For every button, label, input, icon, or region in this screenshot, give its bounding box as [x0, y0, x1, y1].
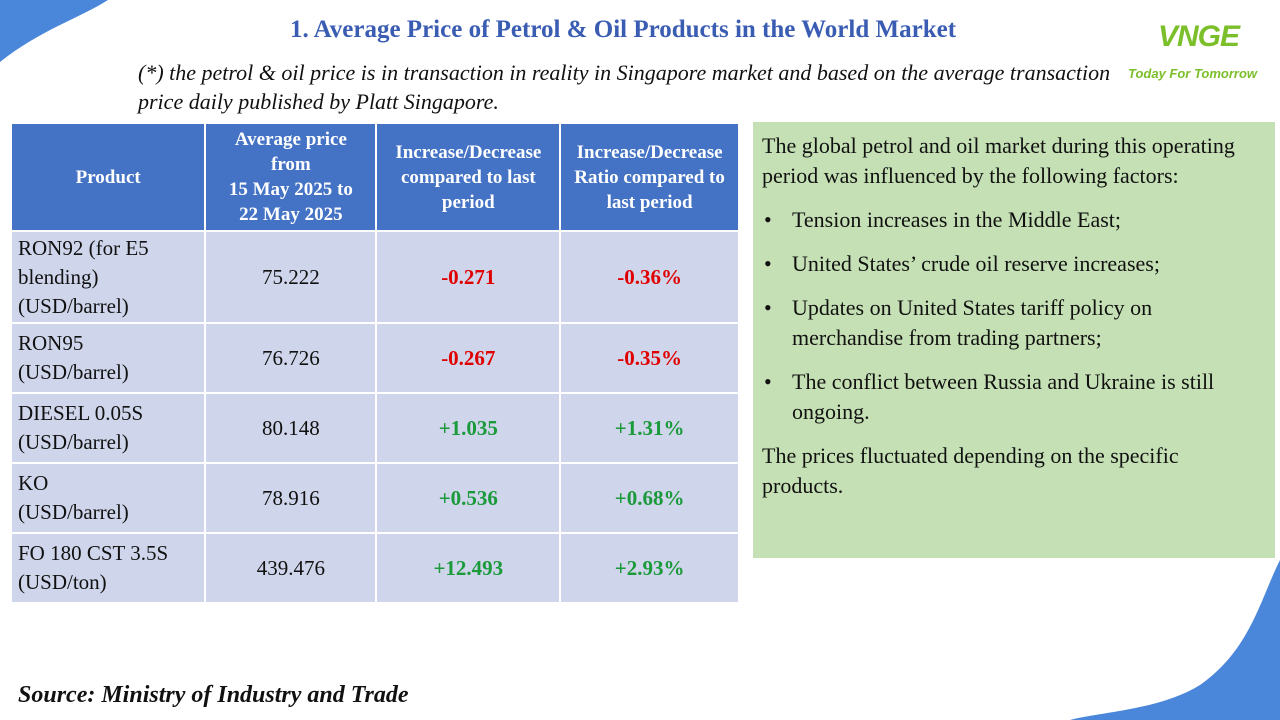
logo-mark: VNGE: [1158, 20, 1240, 53]
factor-item: • Updates on United States tariff policy …: [762, 293, 1265, 353]
average-price-cell: 439.476: [204, 532, 378, 604]
product-line: blending): [18, 264, 99, 289]
bullet-icon: •: [764, 369, 772, 394]
header-avg-line: 15 May 2025 to: [228, 179, 353, 200]
table-row: KO (USD/barrel) 78.916 +0.536 +0.68%: [9, 462, 740, 534]
price-note: (*) the petrol & oil price is in transac…: [138, 60, 1111, 114]
source-citation: Source: Ministry of Industry and Trade: [18, 682, 409, 708]
product-line: (USD/ton): [18, 570, 107, 594]
product-cell: KO (USD/barrel): [9, 462, 207, 534]
factor-item: • Tension increases in the Middle East;: [762, 205, 1265, 235]
product-line: RON92 (for E5: [18, 235, 149, 260]
header-avg-line: Average price: [234, 129, 347, 150]
product-cell: RON92 (for E5 blending) (USD/barrel): [9, 230, 207, 324]
average-price-cell: 76.726: [204, 322, 378, 394]
ratio-cell: -0.35%: [559, 322, 740, 394]
factor-text: Tension increases in the Middle East;: [792, 207, 1121, 232]
price-table: Product Average price from 15 May 2025 t…: [9, 122, 740, 604]
product-line: (USD/barrel): [18, 500, 129, 524]
change-cell: +0.536: [375, 462, 562, 534]
page-title: 1. Average Price of Petrol & Oil Product…: [289, 16, 957, 43]
product-line: RON95: [18, 331, 84, 355]
product-cell: RON95 (USD/barrel): [9, 322, 207, 394]
header-ratio: Increase/Decrease Ratio compared to last…: [559, 122, 740, 232]
product-line: DIESEL 0.05S: [18, 401, 144, 425]
average-price-cell: 80.148: [204, 392, 378, 464]
factor-text: Updates on United States tariff policy o…: [792, 295, 1153, 350]
average-price-cell: 75.222: [204, 230, 378, 324]
logo-tagline: Today For Tomorrow: [1128, 66, 1258, 81]
factor-item: • United States’ crude oil reserve increa…: [762, 249, 1265, 279]
factors-list: • Tension increases in the Middle East; •…: [762, 205, 1265, 427]
bullet-icon: •: [764, 207, 772, 232]
product-line: (USD/barrel): [18, 360, 129, 384]
product-line: KO: [18, 471, 49, 495]
header-avg-line: 22 May 2025: [239, 204, 343, 225]
product-cell: FO 180 CST 3.5S (USD/ton): [9, 532, 207, 604]
bottom-right-wave-decoration: [1070, 560, 1280, 720]
product-line: FO 180 CST 3.5S: [18, 541, 169, 565]
header-avg-line: from: [271, 154, 311, 175]
change-cell: -0.271: [375, 230, 562, 324]
change-cell: +1.035: [375, 392, 562, 464]
table-row: DIESEL 0.05S (USD/barrel) 80.148 +1.035 …: [9, 392, 740, 464]
ratio-cell: +0.68%: [559, 462, 740, 534]
factor-item: • The conflict between Russia and Ukraine…: [762, 367, 1265, 427]
factor-text: The conflict between Russia and Ukraine …: [792, 369, 1215, 424]
factors-conclusion: The prices fluctuated depending on the s…: [762, 443, 1179, 498]
table-row: FO 180 CST 3.5S (USD/ton) 439.476 +12.49…: [9, 532, 740, 604]
product-line: (USD/barrel): [18, 293, 129, 318]
bullet-icon: •: [764, 251, 772, 276]
top-left-wave-decoration: [0, 0, 108, 62]
change-cell: -0.267: [375, 322, 562, 394]
product-line: (USD/barrel): [18, 430, 129, 454]
header-average-price: Average price from 15 May 2025 to 22 May…: [204, 122, 378, 232]
product-cell: DIESEL 0.05S (USD/barrel): [9, 392, 207, 464]
ratio-cell: +1.31%: [559, 392, 740, 464]
table-row: RON95 (USD/barrel) 76.726 -0.267 -0.35%: [9, 322, 740, 394]
average-price-cell: 78.916: [204, 462, 378, 534]
market-factors-panel: The global petrol and oil market during …: [753, 122, 1275, 558]
table-row: RON92 (for E5 blending) (USD/barrel) 75.…: [9, 230, 740, 324]
header-change: Increase/Decrease compared to last perio…: [375, 122, 562, 232]
ratio-cell: -0.36%: [559, 230, 740, 324]
header-product: Product: [9, 122, 207, 232]
ratio-cell: +2.93%: [559, 532, 740, 604]
factor-text: United States’ crude oil reserve increas…: [792, 251, 1160, 276]
bullet-icon: •: [764, 295, 772, 320]
factors-intro: The global petrol and oil market during …: [762, 133, 1235, 188]
company-logo: VNGE Today For Tomorrow: [1122, 20, 1272, 90]
table-header-row: Product Average price from 15 May 2025 t…: [9, 122, 740, 232]
change-cell: +12.493: [375, 532, 562, 604]
